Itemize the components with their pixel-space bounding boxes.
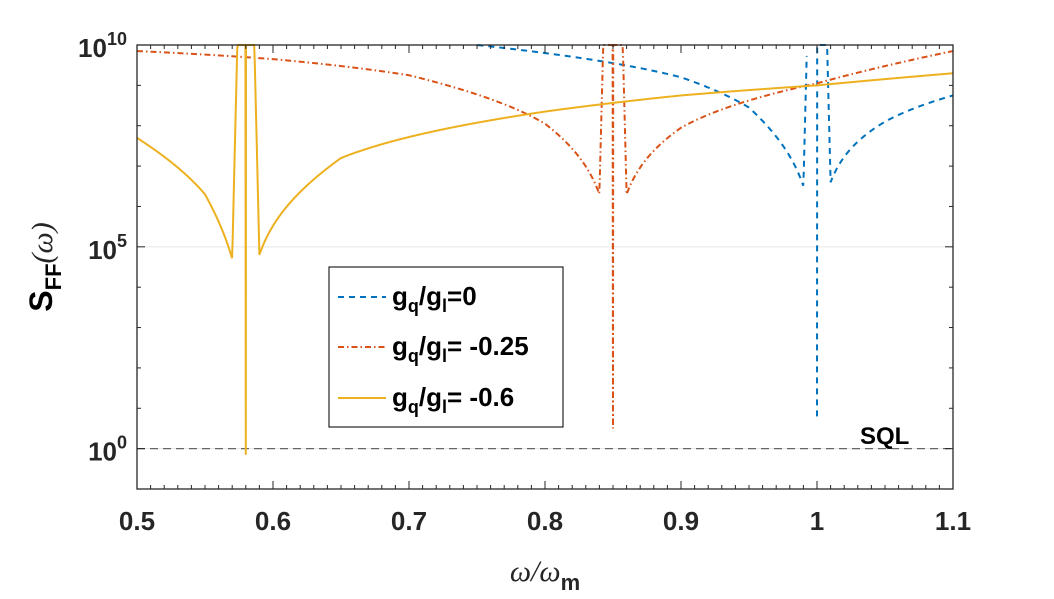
y-axis-title: SFF(ω) <box>23 222 66 311</box>
y-tick-label-0: 100 <box>88 433 127 467</box>
x-axis-title: ω/ωm <box>510 555 580 595</box>
legend-label-2: gq/gl= -0.6 <box>392 382 514 417</box>
y-tick-labels: 100 105 1010 <box>78 29 127 467</box>
x-tick-label-1: 0.6 <box>255 506 291 536</box>
sql-label: SQL <box>860 423 909 450</box>
x-tick-labels: 0.5 0.6 0.7 0.8 0.9 1 1.1 <box>119 506 971 536</box>
x-tick-label-0: 0.5 <box>119 506 155 536</box>
y-tick-label-1: 105 <box>88 231 127 265</box>
series-line-0 <box>477 44 954 417</box>
x-tick-label-3: 0.8 <box>527 506 563 536</box>
x-tick-label-5: 1 <box>810 506 824 536</box>
series-line-2 <box>136 44 954 455</box>
y-tick-label-2: 1010 <box>78 29 127 63</box>
legend-label-1: gq/gl= -0.25 <box>392 331 529 366</box>
legend: gq/gl=0 gq/gl= -0.25 gq/gl= -0.6 <box>328 266 564 428</box>
x-tick-label-2: 0.7 <box>391 506 427 536</box>
series-line-1 <box>136 44 954 429</box>
ticks <box>136 44 954 490</box>
legend-label-0: gq/gl=0 <box>392 281 477 316</box>
series-group <box>136 44 954 455</box>
x-tick-label-6: 1.1 <box>935 506 971 536</box>
x-tick-label-4: 0.9 <box>663 506 699 536</box>
